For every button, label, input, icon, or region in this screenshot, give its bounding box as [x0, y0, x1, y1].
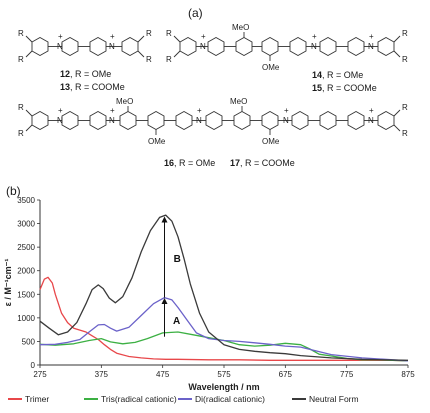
legend-label: Tris(radical cationic) [101, 394, 177, 404]
plus-charge: + [201, 32, 206, 41]
atom-n: N [196, 116, 202, 125]
pyridinium-ring [89, 36, 107, 57]
y-tick-label: 3500 [17, 196, 35, 205]
benzene-ring [261, 110, 279, 131]
atom-n: N [368, 116, 374, 125]
methoxy-label: OMe [148, 137, 166, 146]
atom-r: R [402, 55, 408, 64]
pyridinium-ring [319, 36, 337, 57]
atom-r: R [146, 29, 152, 38]
y-tick-label: 1000 [17, 314, 35, 323]
panel-a-label: (a) [188, 6, 203, 20]
series-line-trimer [39, 276, 409, 362]
x-tick-label: 475 [156, 370, 170, 379]
x-tick-label: 375 [95, 370, 109, 379]
arrow-head [161, 298, 168, 305]
pyridinium-ring [89, 110, 107, 131]
plus-charge: + [284, 106, 289, 115]
atom-n: N [57, 42, 63, 51]
plus-charge: + [312, 32, 317, 41]
atom-n: N [368, 42, 374, 51]
chemical-structures: R R R R R R R R N + N + N + N + N + MeO … [18, 23, 408, 146]
pyridinium-ring [347, 36, 365, 57]
methoxy-label: MeO [232, 23, 249, 32]
y-tick-label: 0 [31, 361, 36, 370]
compound-caption-17: 17, R = COOMe [230, 158, 295, 168]
y-tick-label: 2500 [17, 243, 35, 252]
compound-caption-12: 12, R = OMe [60, 69, 112, 79]
atom-r: R [146, 55, 152, 64]
plus-charge: + [58, 32, 63, 41]
compound-caption-15: 15, R = COOMe [312, 83, 377, 93]
methoxy-label: OMe [262, 63, 280, 72]
series-line-neutral-form [39, 214, 409, 361]
x-tick-label: 675 [279, 370, 293, 379]
atom-n: N [109, 116, 115, 125]
compound-caption-16: 16, R = OMe [164, 158, 216, 168]
atom-r: R [402, 103, 408, 112]
pyridinium-ring [289, 36, 307, 57]
methoxy-label: OMe [262, 137, 280, 146]
x-tick-label: 875 [401, 370, 415, 379]
pyridinium-ring [205, 110, 223, 131]
x-tick-label: 575 [217, 370, 231, 379]
plus-charge: + [369, 32, 374, 41]
methoxy-label: MeO [116, 97, 133, 106]
atom-r: R [402, 129, 408, 138]
y-tick-label: 1500 [17, 290, 35, 299]
annotation-b: B [174, 254, 181, 265]
atom-n: N [109, 42, 115, 51]
legend-label: Neutral Form [309, 394, 359, 404]
plus-charge: + [110, 106, 115, 115]
pyridinium-ring [61, 36, 79, 57]
pyridinium-ring [61, 110, 79, 131]
x-tick-label: 275 [33, 370, 47, 379]
atom-r: R [402, 29, 408, 38]
plus-charge: + [110, 32, 115, 41]
x-tick-label: 775 [340, 370, 354, 379]
pyridinium-ring [207, 36, 225, 57]
atom-r: R [18, 29, 24, 38]
atom-r: R [18, 55, 24, 64]
compound-caption-14: 14, R = OMe [312, 70, 364, 80]
compound-caption-13: 13, R = COOMe [60, 82, 125, 92]
legend-label: Di(radical cationic) [195, 394, 265, 404]
legend-label: Trimer [25, 394, 49, 404]
atom-r: R [166, 55, 172, 64]
atom-n: N [200, 42, 206, 51]
atom-n: N [57, 116, 63, 125]
plus-charge: + [369, 106, 374, 115]
pyridinium-ring [347, 110, 365, 131]
y-tick-label: 500 [22, 337, 36, 346]
atom-n: N [283, 116, 289, 125]
plus-charge: + [58, 106, 63, 115]
atom-r: R [166, 29, 172, 38]
x-axis-title: Wavelength / nm [188, 382, 259, 392]
pyridinium-ring [175, 110, 193, 131]
series-line-di-radical-cationic [39, 296, 409, 362]
y-tick-label: 3000 [17, 220, 35, 229]
arrow-head [161, 216, 168, 223]
pyridinium-ring [319, 110, 337, 131]
panel-b-label: (b) [6, 184, 21, 198]
atom-n: N [311, 42, 317, 51]
methoxy-label: MeO [230, 97, 247, 106]
y-tick-label: 2000 [17, 267, 35, 276]
plus-charge: + [197, 106, 202, 115]
atom-r: R [18, 129, 24, 138]
pyridinium-ring [291, 110, 309, 131]
benzene-ring [147, 110, 165, 131]
annotation-a: A [173, 316, 180, 327]
benzene-ring [261, 36, 279, 57]
y-axis-title: ε / M⁻¹cm⁻¹ [3, 259, 13, 307]
atom-r: R [18, 103, 24, 112]
